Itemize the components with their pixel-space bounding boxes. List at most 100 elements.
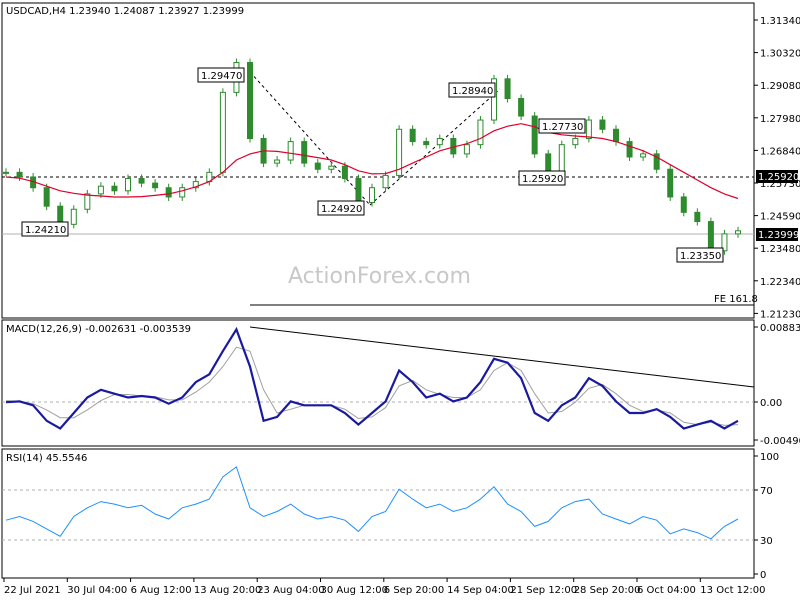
candle-body [382, 174, 389, 189]
candle-body [247, 62, 253, 140]
fe-label: FE 161.8 [714, 294, 758, 305]
candle-body [585, 119, 592, 140]
annotation-box [197, 67, 245, 83]
annotation-label: 1.29470 [201, 71, 242, 82]
candle-body [274, 159, 281, 164]
x-tick-label: 6 Aug 12:00 [131, 585, 192, 596]
candle-body [735, 230, 741, 235]
x-tick-label: 6 Sep 20:00 [384, 585, 444, 596]
annotation-box [518, 170, 566, 186]
price-y-tick-label: 1.22340 [760, 277, 800, 288]
candle-body [43, 187, 50, 207]
candle-body [640, 153, 647, 158]
candle-body [667, 168, 674, 198]
x-tick-label: 30 Aug 12:00 [321, 585, 388, 596]
candle-body [613, 128, 619, 143]
level-label-text: 1.25920 [758, 172, 799, 183]
annotation-label: 1.28940 [452, 86, 493, 97]
x-tick-label: 30 Jul 04:00 [67, 585, 127, 596]
candle-body [504, 78, 511, 100]
candle-body [70, 208, 77, 225]
candle-body [165, 187, 172, 198]
macd-y-tick-label: 0.00 [760, 398, 782, 409]
x-tick-label: 14 Sep 04:00 [447, 585, 514, 596]
candle-body [138, 177, 145, 184]
candle-body [680, 196, 687, 213]
candle-body [694, 211, 701, 223]
candle-body [125, 177, 131, 192]
macd-panel-frame [1, 319, 755, 447]
rsi-y-tick-label: 0 [760, 570, 766, 581]
x-tick-label: 21 Sep 12:00 [510, 585, 577, 596]
price-y-tick-label: 1.23480 [760, 244, 800, 255]
annotation-label: 1.24920 [321, 204, 362, 215]
macd-trendline [249, 326, 755, 388]
candle-body [423, 141, 430, 146]
rsi-line [5, 466, 739, 540]
x-tick-label: 23 Aug 04:00 [257, 585, 324, 596]
price-y-tick-label: 1.25730 [760, 179, 800, 190]
moving-average-line [5, 123, 739, 200]
annotation-box [676, 247, 724, 263]
candle-body [491, 78, 497, 121]
rsi-y-tick-label: 30 [760, 536, 773, 547]
price-annotations-group: 1.29470 1.24210 1.24920 1.28940 1.27730 1.259… [21, 67, 724, 263]
current-price-text: 1.23999 [758, 230, 799, 241]
candle-body [463, 144, 470, 155]
symbol-header: USDCAD,H4 1.23940 1.24087 1.23927 1.2399… [6, 6, 244, 17]
annotation-box [317, 200, 365, 216]
rsi-series-group [5, 466, 739, 540]
candle-body [599, 119, 606, 130]
candle-body [369, 187, 375, 203]
x-tick-label: 13 Oct 12:00 [700, 585, 765, 596]
current-price-box [756, 228, 798, 241]
x-tick-label: 28 Sep 20:00 [574, 585, 641, 596]
candle-body [16, 171, 23, 178]
candle-body [301, 141, 308, 164]
candle-body [314, 162, 321, 170]
annotation-box [21, 221, 69, 237]
price-series-group [3, 58, 741, 255]
annotation-label: 1.25920 [522, 174, 563, 185]
price-panel-frame [1, 2, 755, 319]
price-y-tick-label: 1.24590 [760, 212, 800, 223]
candle-body [152, 182, 159, 189]
rsi-y-tick-label: 100 [760, 452, 779, 463]
candle-body [355, 177, 362, 203]
candle-body [328, 165, 335, 170]
x-tick-label: 13 Aug 20:00 [194, 585, 261, 596]
price-y-tick-label: 1.29080 [760, 81, 800, 92]
candle-body [626, 141, 633, 158]
macd-signal-line [5, 346, 739, 426]
annotation-label: 1.23350 [680, 251, 721, 262]
price-y-tick-label: 1.21230 [760, 309, 800, 320]
macd-y-tick-label: -0.004907 [760, 436, 800, 447]
candle-body [97, 185, 104, 195]
macd-y-tick-label: 0.008839 [760, 323, 800, 334]
price-y-tick-label: 1.26840 [760, 146, 800, 157]
candle-body [409, 128, 416, 143]
candle-body [531, 115, 538, 155]
price-y-tick-label: 1.27980 [760, 114, 800, 125]
annotation-box [538, 118, 586, 134]
candle-body [111, 185, 118, 192]
axis-ticks-group: 1.31340 1.30320 1.29080 1.27980 1.26840 1.257… [3, 16, 800, 596]
candle-body [707, 221, 714, 252]
macd-line [5, 326, 739, 430]
candle-body [436, 138, 443, 146]
candle-body [721, 233, 728, 252]
price-y-tick-label: 1.30320 [760, 49, 800, 60]
rsi-label: RSI(14) 45.5546 [6, 453, 87, 464]
candle-body [653, 153, 660, 170]
price-y-tick-label: 1.31340 [760, 16, 800, 27]
candle-body [84, 193, 91, 210]
level-label-box [756, 170, 798, 183]
projection-line-2 [369, 88, 501, 206]
candle-body [341, 165, 348, 179]
candle-body [477, 119, 484, 146]
rsi-panel-frame [1, 448, 755, 579]
annotation-label: 1.24210 [25, 225, 66, 236]
rsi-y-tick-label: 70 [760, 486, 773, 497]
annotation-label: 1.27730 [542, 122, 583, 133]
